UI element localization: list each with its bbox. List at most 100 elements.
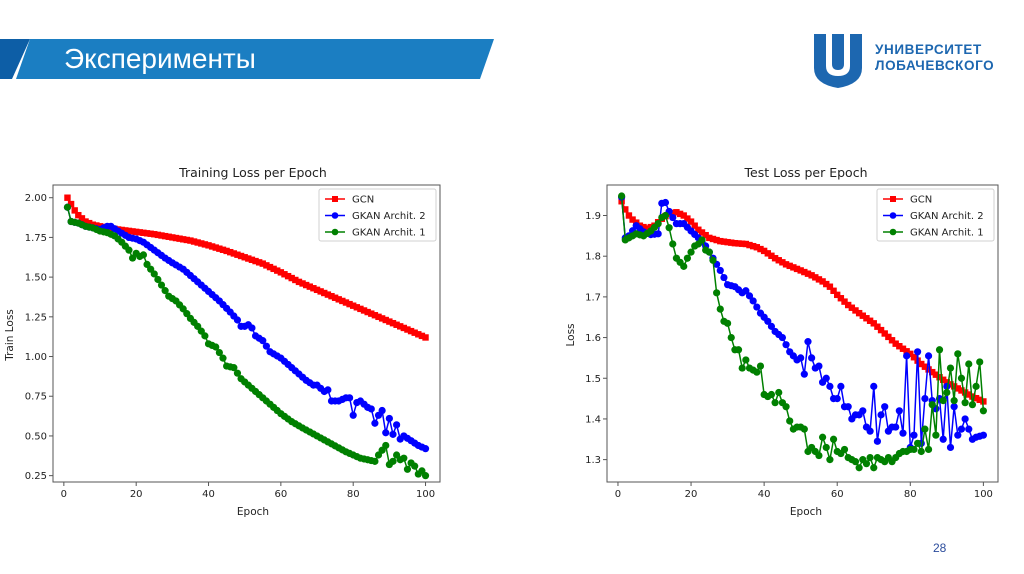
data-point: [680, 262, 688, 270]
data-point: [371, 312, 379, 319]
data-point: [643, 225, 651, 232]
title-banner: [16, 39, 494, 79]
data-point: [669, 213, 677, 222]
data-point: [640, 223, 647, 231]
data-point: [75, 211, 82, 219]
data-point: [943, 388, 951, 397]
data-point: [888, 337, 896, 344]
data-point: [393, 321, 400, 328]
data-point: [786, 417, 794, 425]
legend-box: [318, 188, 437, 242]
logo-line-2: ЛОБАЧЕВСКОГО: [875, 58, 995, 73]
data-point: [241, 254, 248, 261]
data-point: [299, 280, 306, 287]
data-point: [618, 192, 626, 200]
data-point: [928, 401, 936, 409]
data-point: [782, 403, 790, 411]
data-point: [943, 379, 951, 386]
data-point: [407, 327, 415, 335]
data-point: [914, 348, 922, 356]
data-point: [863, 315, 870, 322]
data-point: [201, 241, 209, 248]
legend-label: GKAN Archit. 1: [910, 228, 984, 239]
data-point: [823, 280, 830, 288]
x-tick-label: 80: [347, 489, 360, 500]
data-point: [415, 331, 422, 338]
plot-area: [63, 194, 430, 480]
data-point: [979, 431, 987, 439]
series-gkan-archit-1: [63, 203, 430, 480]
data-point: [680, 212, 687, 219]
x-tick-label: 0: [61, 489, 67, 500]
data-point: [961, 415, 969, 423]
plot-area: [618, 192, 987, 472]
data-point: [691, 222, 698, 229]
training-loss-chart: Training Loss per Epoch Epoch Train Loss…: [4, 165, 441, 518]
data-point: [728, 239, 735, 246]
data-point: [122, 227, 129, 234]
data-point: [176, 235, 183, 242]
legend-item: GKAN Archit. 2: [325, 211, 426, 222]
data-point: [965, 360, 973, 368]
legend-label: GKAN Archit. 2: [910, 211, 984, 222]
data-point: [183, 236, 191, 244]
y-tick-label: 0.50: [25, 431, 47, 442]
data-point: [771, 255, 779, 262]
data-point: [855, 464, 863, 472]
data-point: [958, 387, 965, 394]
data-point: [654, 220, 662, 228]
y-tick-label: 1.00: [25, 352, 47, 363]
data-point: [786, 262, 793, 270]
data-point: [702, 231, 709, 239]
data-point: [745, 292, 754, 300]
data-point: [720, 273, 728, 282]
data-point: [82, 218, 89, 225]
data-point: [954, 431, 962, 439]
data-point: [742, 287, 750, 295]
data-point: [961, 389, 969, 396]
legend-marker-icon: [890, 196, 896, 202]
data-point: [172, 234, 180, 242]
data-point: [965, 391, 972, 398]
data-point: [190, 238, 198, 245]
data-point: [132, 228, 140, 236]
legend-marker-icon: [331, 228, 339, 236]
legend-label: GCN: [910, 195, 932, 206]
data-point: [208, 243, 216, 250]
data-point: [140, 229, 147, 237]
data-point: [892, 423, 900, 431]
data-point: [683, 254, 691, 262]
data-point: [724, 238, 731, 246]
data-point: [895, 407, 903, 415]
data-point: [855, 309, 863, 317]
data-point: [339, 297, 346, 305]
data-point: [896, 343, 903, 350]
chart-title: Test Loss per Epoch: [744, 165, 868, 180]
data-point: [310, 285, 317, 292]
data-point: [353, 304, 361, 311]
data-point: [371, 419, 379, 427]
legend-marker-icon: [332, 196, 338, 202]
y-axis-label: Train Loss: [4, 309, 16, 362]
data-point: [767, 390, 776, 399]
x-tick-label: 100: [974, 489, 993, 500]
data-point: [313, 286, 321, 294]
data-point: [910, 354, 918, 361]
data-point: [837, 382, 845, 390]
data-point: [422, 334, 429, 341]
data-point: [378, 406, 386, 415]
data-point: [150, 270, 158, 278]
y-tick-label: 1.50: [25, 273, 47, 284]
data-point: [684, 215, 691, 222]
data-point: [129, 228, 136, 235]
data-point: [143, 230, 151, 237]
data-point: [957, 425, 966, 433]
data-point: [219, 354, 227, 362]
data-point: [804, 270, 812, 277]
data-point: [259, 337, 267, 345]
data-point: [364, 308, 371, 316]
data-point: [346, 300, 353, 308]
data-point: [321, 289, 328, 297]
data-point: [899, 345, 907, 352]
data-point: [421, 445, 430, 453]
